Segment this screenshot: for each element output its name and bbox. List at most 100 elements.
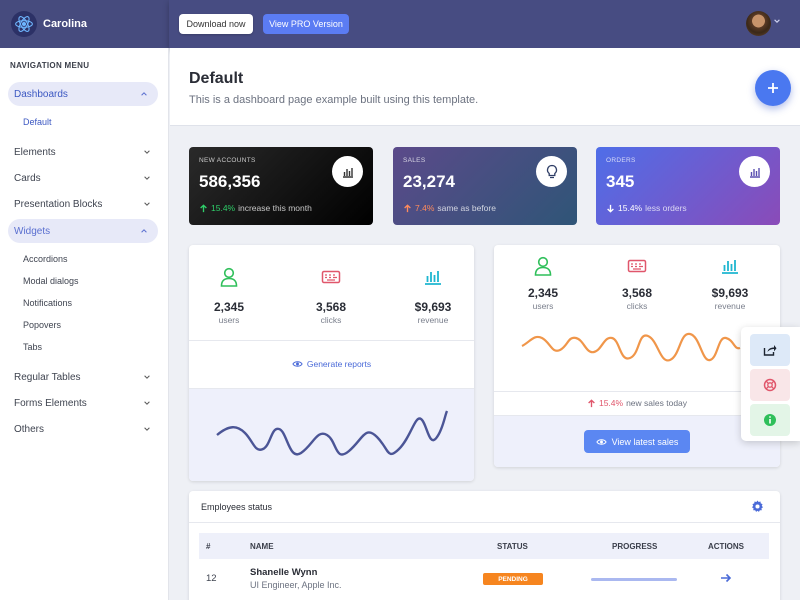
sidebar-item-regular-tables[interactable]: Regular Tables — [0, 365, 169, 389]
sidebar-sub-default[interactable]: Default — [23, 117, 52, 127]
download-button[interactable]: Download now — [179, 14, 253, 34]
stat-footer: 7.4% same as before — [403, 203, 496, 213]
view-pro-button[interactable]: View PRO Version — [263, 14, 349, 34]
divider — [189, 340, 474, 341]
stat-value: 586,356 — [199, 172, 261, 191]
stat-label: NEW ACCOUNTS — [199, 157, 256, 164]
metric-value: $9,693 — [414, 300, 452, 314]
generate-reports-link[interactable]: Generate reports — [189, 359, 474, 369]
metrics-panel-right: 2,345 users 3,568 clicks $9,693 revenue … — [494, 245, 780, 467]
sidebar-item-forms-elements[interactable]: Forms Elements — [0, 391, 169, 415]
sidebar-sub-popovers[interactable]: Popovers — [23, 320, 62, 330]
metric-label: revenue — [714, 301, 746, 311]
sidebar-sub-notifications[interactable]: Notifications — [23, 298, 73, 308]
brand-name: Carolina — [43, 18, 88, 30]
sidebar-sub-accordions[interactable]: Accordions — [23, 254, 68, 264]
nav-menu-title: NAVIGATION MENU — [10, 61, 90, 70]
stat-footer: 15.4% increase this month — [199, 203, 312, 213]
metric-label: users — [532, 301, 554, 311]
bar-chart-icon — [722, 260, 738, 274]
sidebar-sub-tabs[interactable]: Tabs — [23, 342, 43, 352]
arrow-down-icon — [607, 204, 614, 213]
sparkline-chart — [216, 410, 449, 456]
info-button[interactable] — [750, 404, 790, 436]
plus-icon — [768, 83, 778, 93]
divider — [494, 391, 780, 392]
stat-value: 345 — [606, 172, 635, 191]
info-icon — [764, 414, 776, 426]
sales-delta-text: new sales today — [626, 398, 688, 408]
metric-label: clicks — [320, 315, 342, 325]
metric-users: 2,345 users — [503, 256, 583, 311]
keyboard-icon — [627, 259, 647, 273]
sidebar-item-label: Widgets — [14, 225, 51, 237]
metric-clicks: 3,568 clicks — [291, 267, 371, 325]
metric-label: clicks — [626, 301, 648, 311]
employees-panel: Employees status # NAME STATUS PROGRESS … — [189, 491, 780, 600]
chevron-down-icon — [144, 150, 150, 154]
metric-value: 3,568 — [621, 286, 653, 300]
chevron-down-icon — [144, 375, 150, 379]
col-header-id: # — [206, 542, 211, 551]
sidebar-item-cards[interactable]: Cards — [0, 166, 169, 190]
arrow-right-icon[interactable] — [720, 572, 732, 584]
employee-name: Shanelle Wynn — [250, 567, 318, 578]
bar-chart-icon — [332, 156, 363, 187]
employee-id: 12 — [206, 573, 217, 584]
arrow-up-icon — [404, 203, 411, 212]
chevron-down-icon — [144, 427, 150, 431]
view-latest-sales-button[interactable]: View latest sales — [584, 430, 690, 453]
page-title: Default — [189, 70, 244, 87]
stat-value: 23,274 — [403, 172, 455, 191]
bar-chart-icon — [425, 271, 441, 285]
page-description: This is a dashboard page example built u… — [189, 94, 479, 106]
sidebar-item-presentation-blocks[interactable]: Presentation Blocks — [0, 192, 169, 216]
stat-card-sales: SALES 23,274 7.4% same as before — [393, 147, 577, 225]
metric-label: revenue — [417, 315, 449, 325]
table-header-row: # NAME STATUS PROGRESS ACTIONS — [199, 533, 769, 559]
sidebar-item-label: Regular Tables — [14, 371, 81, 383]
gear-icon[interactable] — [751, 500, 764, 513]
user-icon — [534, 256, 552, 276]
progress-fill — [591, 578, 677, 581]
brand[interactable]: Carolina — [0, 0, 169, 48]
keyboard-icon — [321, 270, 341, 284]
metric-clicks: 3,568 clicks — [597, 256, 677, 311]
sidebar-item-label: Elements — [14, 146, 56, 158]
share-button[interactable] — [750, 334, 790, 366]
stat-card-new-accounts: NEW ACCOUNTS 586,356 15.4% increase this… — [189, 147, 373, 225]
chevron-down-icon — [144, 401, 150, 405]
metric-value: 2,345 — [213, 300, 245, 314]
metric-users: 2,345 users — [189, 267, 269, 325]
arrow-up-icon — [200, 203, 207, 212]
share-icon — [763, 345, 777, 356]
sidebar-item-elements[interactable]: Elements — [0, 140, 169, 164]
add-button[interactable] — [755, 70, 791, 106]
user-icon — [220, 267, 238, 287]
metric-revenue: $9,693 revenue — [393, 267, 473, 325]
stat-delta: 7.4% — [415, 203, 435, 213]
sidebar-item-label: Dashboards — [14, 88, 68, 100]
sidebar-item-widgets[interactable]: Widgets — [8, 219, 158, 243]
col-header-progress: PROGRESS — [612, 542, 658, 551]
status-badge: PENDING — [483, 573, 543, 585]
chevron-down-icon[interactable] — [773, 17, 781, 25]
metric-value: 2,345 — [527, 286, 559, 300]
stat-label: ORDERS — [606, 157, 636, 164]
sidebar-item-label: Cards — [14, 172, 41, 184]
lifebuoy-icon — [763, 378, 777, 392]
sidebar-item-others[interactable]: Others — [0, 417, 169, 441]
bar-chart-icon — [739, 156, 770, 187]
stat-footer: 15.4% less orders — [606, 203, 687, 213]
sidebar-sub-modal-dialogs[interactable]: Modal dialogs — [23, 276, 79, 286]
sidebar-item-dashboards[interactable]: Dashboards — [8, 82, 158, 106]
chevron-down-icon — [144, 202, 150, 206]
metrics-panel-left: 2,345 users 3,568 clicks $9,693 revenue … — [189, 245, 474, 481]
support-button[interactable] — [750, 369, 790, 401]
employees-title: Employees status — [201, 502, 273, 512]
eye-icon — [292, 361, 303, 367]
eye-icon — [595, 438, 607, 445]
stat-delta-text: same as before — [437, 203, 496, 213]
avatar[interactable] — [746, 11, 771, 36]
generate-reports-label: Generate reports — [306, 359, 372, 369]
